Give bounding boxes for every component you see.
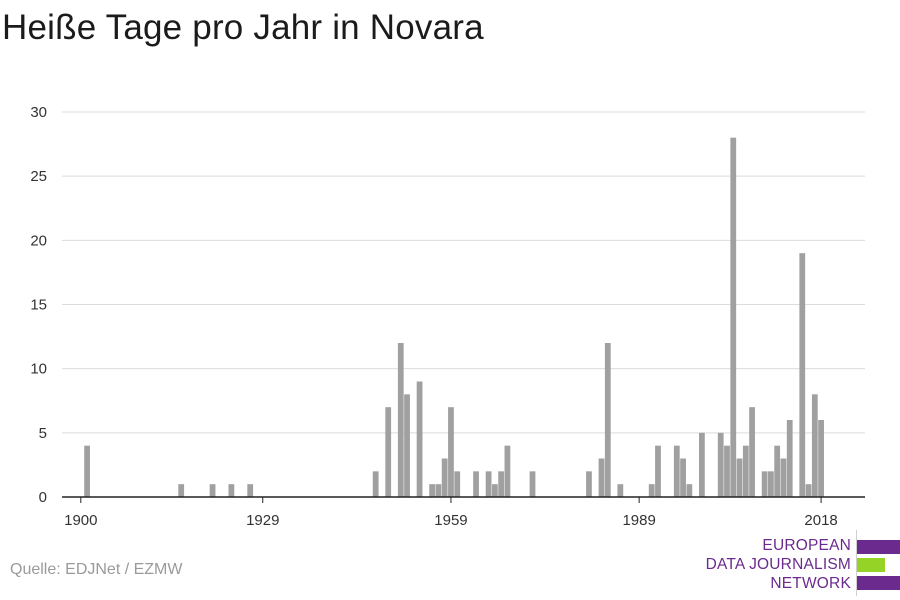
- logo-bar-purple-bottom: [857, 576, 900, 590]
- bar: [736, 458, 743, 497]
- bar: [648, 484, 655, 497]
- y-tick-label: 25: [30, 168, 47, 185]
- y-tick-label: 30: [30, 104, 47, 121]
- bar: [811, 394, 818, 497]
- bar: [404, 394, 410, 497]
- bar: [435, 484, 442, 497]
- bar: [786, 420, 793, 497]
- bar: [749, 407, 755, 497]
- x-tick-label: 2018: [804, 512, 837, 529]
- bar: [768, 471, 774, 497]
- bar: [448, 407, 454, 497]
- bar: [247, 484, 254, 497]
- bar: [441, 458, 448, 497]
- bar: [209, 484, 216, 497]
- bar: [717, 432, 724, 497]
- bar: [805, 484, 812, 497]
- logo-bar-purple-top: [857, 540, 900, 554]
- bar: [799, 253, 806, 497]
- bar: [586, 471, 592, 497]
- logo-divider: [856, 530, 857, 596]
- x-tick-label: 1959: [434, 512, 467, 529]
- bar: [598, 458, 605, 497]
- logo-line-3: NETWORK: [770, 575, 851, 592]
- bar: [742, 445, 749, 497]
- bar: [372, 471, 379, 497]
- bar: [178, 484, 185, 497]
- bar: [730, 137, 737, 497]
- bar: [818, 420, 824, 497]
- bar: [84, 445, 90, 497]
- bar: [491, 484, 498, 497]
- bar: [473, 471, 479, 497]
- logo-bar-green-middle: [857, 558, 885, 572]
- x-tick-label: 1900: [64, 512, 97, 529]
- bar: [724, 445, 730, 497]
- bar: [686, 484, 693, 497]
- logo-line-2: DATA JOURNALISM: [705, 556, 851, 573]
- bar: [673, 445, 680, 497]
- chart-title: Heiße Tage pro Jahr in Novara: [2, 8, 484, 47]
- x-tick-label: 1989: [622, 512, 655, 529]
- source-note: Quelle: EDJNet / EZMW: [10, 561, 183, 578]
- bar: [498, 471, 505, 497]
- edjnet-logo: EUROPEAN DATA JOURNALISM NETWORK: [700, 530, 900, 598]
- bar: [655, 445, 661, 497]
- y-tick-label: 5: [39, 425, 47, 442]
- bar: [416, 381, 423, 497]
- bar: [699, 432, 705, 497]
- bar: [774, 445, 781, 497]
- y-tick-label: 20: [30, 232, 47, 249]
- bar: [680, 458, 686, 497]
- bar: [385, 407, 392, 497]
- bar: [228, 484, 235, 497]
- bar: [617, 484, 624, 497]
- bar: [485, 471, 492, 497]
- x-tick-label: 1929: [246, 512, 279, 529]
- bar: [761, 471, 768, 497]
- y-tick-label: 15: [30, 297, 47, 314]
- y-tick-label: 10: [30, 361, 47, 378]
- logo-line-1: EUROPEAN: [762, 537, 851, 554]
- bar: [397, 343, 404, 497]
- bar: [604, 343, 611, 497]
- bar: [529, 471, 536, 497]
- bar: [429, 484, 436, 497]
- bar: [454, 471, 461, 497]
- bar: [504, 445, 511, 497]
- y-tick-label: 0: [39, 489, 47, 506]
- bar: [780, 458, 787, 497]
